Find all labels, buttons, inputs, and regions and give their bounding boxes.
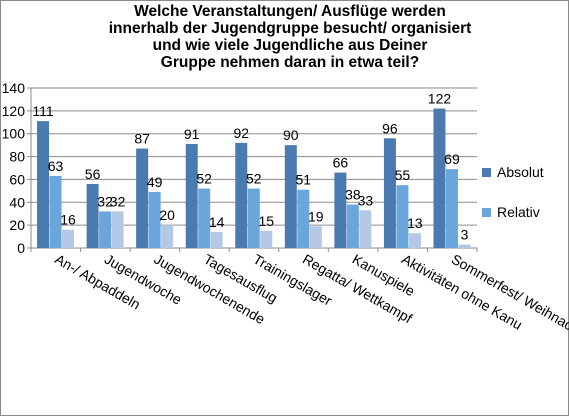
y-tick-label-80: 80 [9, 149, 25, 165]
chart-title-line-3: und wie viele Jugendliche aus Deiner [152, 37, 428, 54]
data-label-s1-0: 63 [48, 158, 64, 174]
data-label-s1-4: 52 [246, 171, 262, 187]
y-tick-label-0: 0 [17, 240, 25, 256]
y-tick-label-20: 20 [9, 217, 25, 233]
bar-s1-2 [148, 192, 161, 248]
chart-title-line-2: innerhalb der Jugendgruppe besucht/ orga… [108, 20, 472, 37]
data-label-s1-7: 55 [395, 167, 411, 183]
bar-s1-4 [247, 188, 260, 248]
data-label-s0-2: 87 [134, 131, 150, 147]
bar-s2-5 [309, 226, 322, 248]
chart-title: Welche Veranstaltungen/ Ausflüge werden … [95, 3, 485, 71]
data-label-s2-3: 14 [209, 214, 225, 230]
bar-s1-6 [346, 204, 359, 248]
y-tick-label-140: 140 [2, 80, 26, 96]
bar-s0-1 [86, 184, 99, 248]
legend-label-absolut: Absolut [497, 164, 544, 180]
legend-item-relativ: Relativ [482, 204, 544, 222]
y-tick-label-100: 100 [2, 126, 26, 142]
data-label-s1-5: 51 [296, 172, 312, 188]
data-label-s2-6: 33 [358, 192, 374, 208]
bar-s2-4 [260, 230, 273, 248]
bar-s0-6 [334, 172, 347, 248]
bar-s2-8 [458, 244, 471, 248]
data-label-s0-7: 96 [382, 120, 398, 136]
data-label-s2-7: 13 [407, 215, 423, 231]
legend-swatch-absolut [482, 167, 491, 177]
bar-s1-5 [297, 189, 310, 248]
data-label-s0-1: 56 [85, 166, 101, 182]
bar-s0-4 [235, 142, 248, 248]
bar-s1-1 [99, 211, 112, 248]
data-label-s2-8: 3 [461, 227, 469, 243]
y-tick-label-60: 60 [9, 171, 25, 187]
data-label-s2-4: 15 [258, 213, 274, 229]
category-label-0: An-/ Abpaddeln [52, 251, 143, 313]
data-label-s0-8: 122 [428, 91, 452, 107]
bar-s2-2 [161, 225, 174, 248]
bar-s0-5 [284, 145, 297, 248]
bar-s0-7 [383, 138, 396, 248]
legend: Absolut Relativ [482, 164, 544, 244]
data-label-s0-3: 91 [184, 126, 200, 142]
bar-s1-3 [198, 188, 211, 248]
data-label-s1-8: 69 [444, 151, 460, 167]
data-label-s1-3: 52 [196, 171, 212, 187]
data-label-s0-0: 111 [32, 103, 53, 119]
legend-item-absolut: Absolut [482, 164, 544, 182]
bar-s1-0 [49, 176, 62, 248]
legend-label-relativ: Relativ [497, 204, 540, 220]
bar-s1-8 [445, 169, 458, 248]
bar-s2-1 [111, 211, 124, 248]
bar-s2-6 [359, 210, 372, 248]
bar-s2-3 [210, 232, 223, 248]
bar-s2-7 [408, 233, 421, 248]
y-tick-label-40: 40 [9, 194, 25, 210]
bar-s0-0 [37, 121, 50, 248]
data-label-s0-5: 90 [283, 127, 299, 143]
bar-s0-8 [433, 108, 446, 248]
bar-s0-3 [185, 144, 198, 248]
data-label-s2-1: 32 [110, 193, 126, 209]
chart-title-line-1: Welche Veranstaltungen/ Ausflüge werden [134, 3, 446, 20]
y-tick-label-120: 120 [2, 103, 26, 119]
data-label-s1-6: 38 [345, 187, 361, 203]
data-label-s1-1: 32 [97, 193, 113, 209]
bar-s0-2 [136, 148, 149, 248]
data-label-s2-2: 20 [159, 207, 175, 223]
data-label-s1-2: 49 [147, 174, 163, 190]
data-label-s0-6: 66 [333, 155, 349, 171]
bar-s2-0 [62, 229, 75, 248]
data-label-s2-5: 19 [308, 208, 324, 224]
legend-swatch-relativ [482, 207, 491, 217]
chart-title-line-4: Gruppe nehmen daran in etwa teil? [160, 54, 420, 71]
bar-s1-7 [396, 185, 409, 248]
data-label-s0-4: 92 [233, 125, 249, 141]
data-label-s2-0: 16 [60, 212, 76, 228]
